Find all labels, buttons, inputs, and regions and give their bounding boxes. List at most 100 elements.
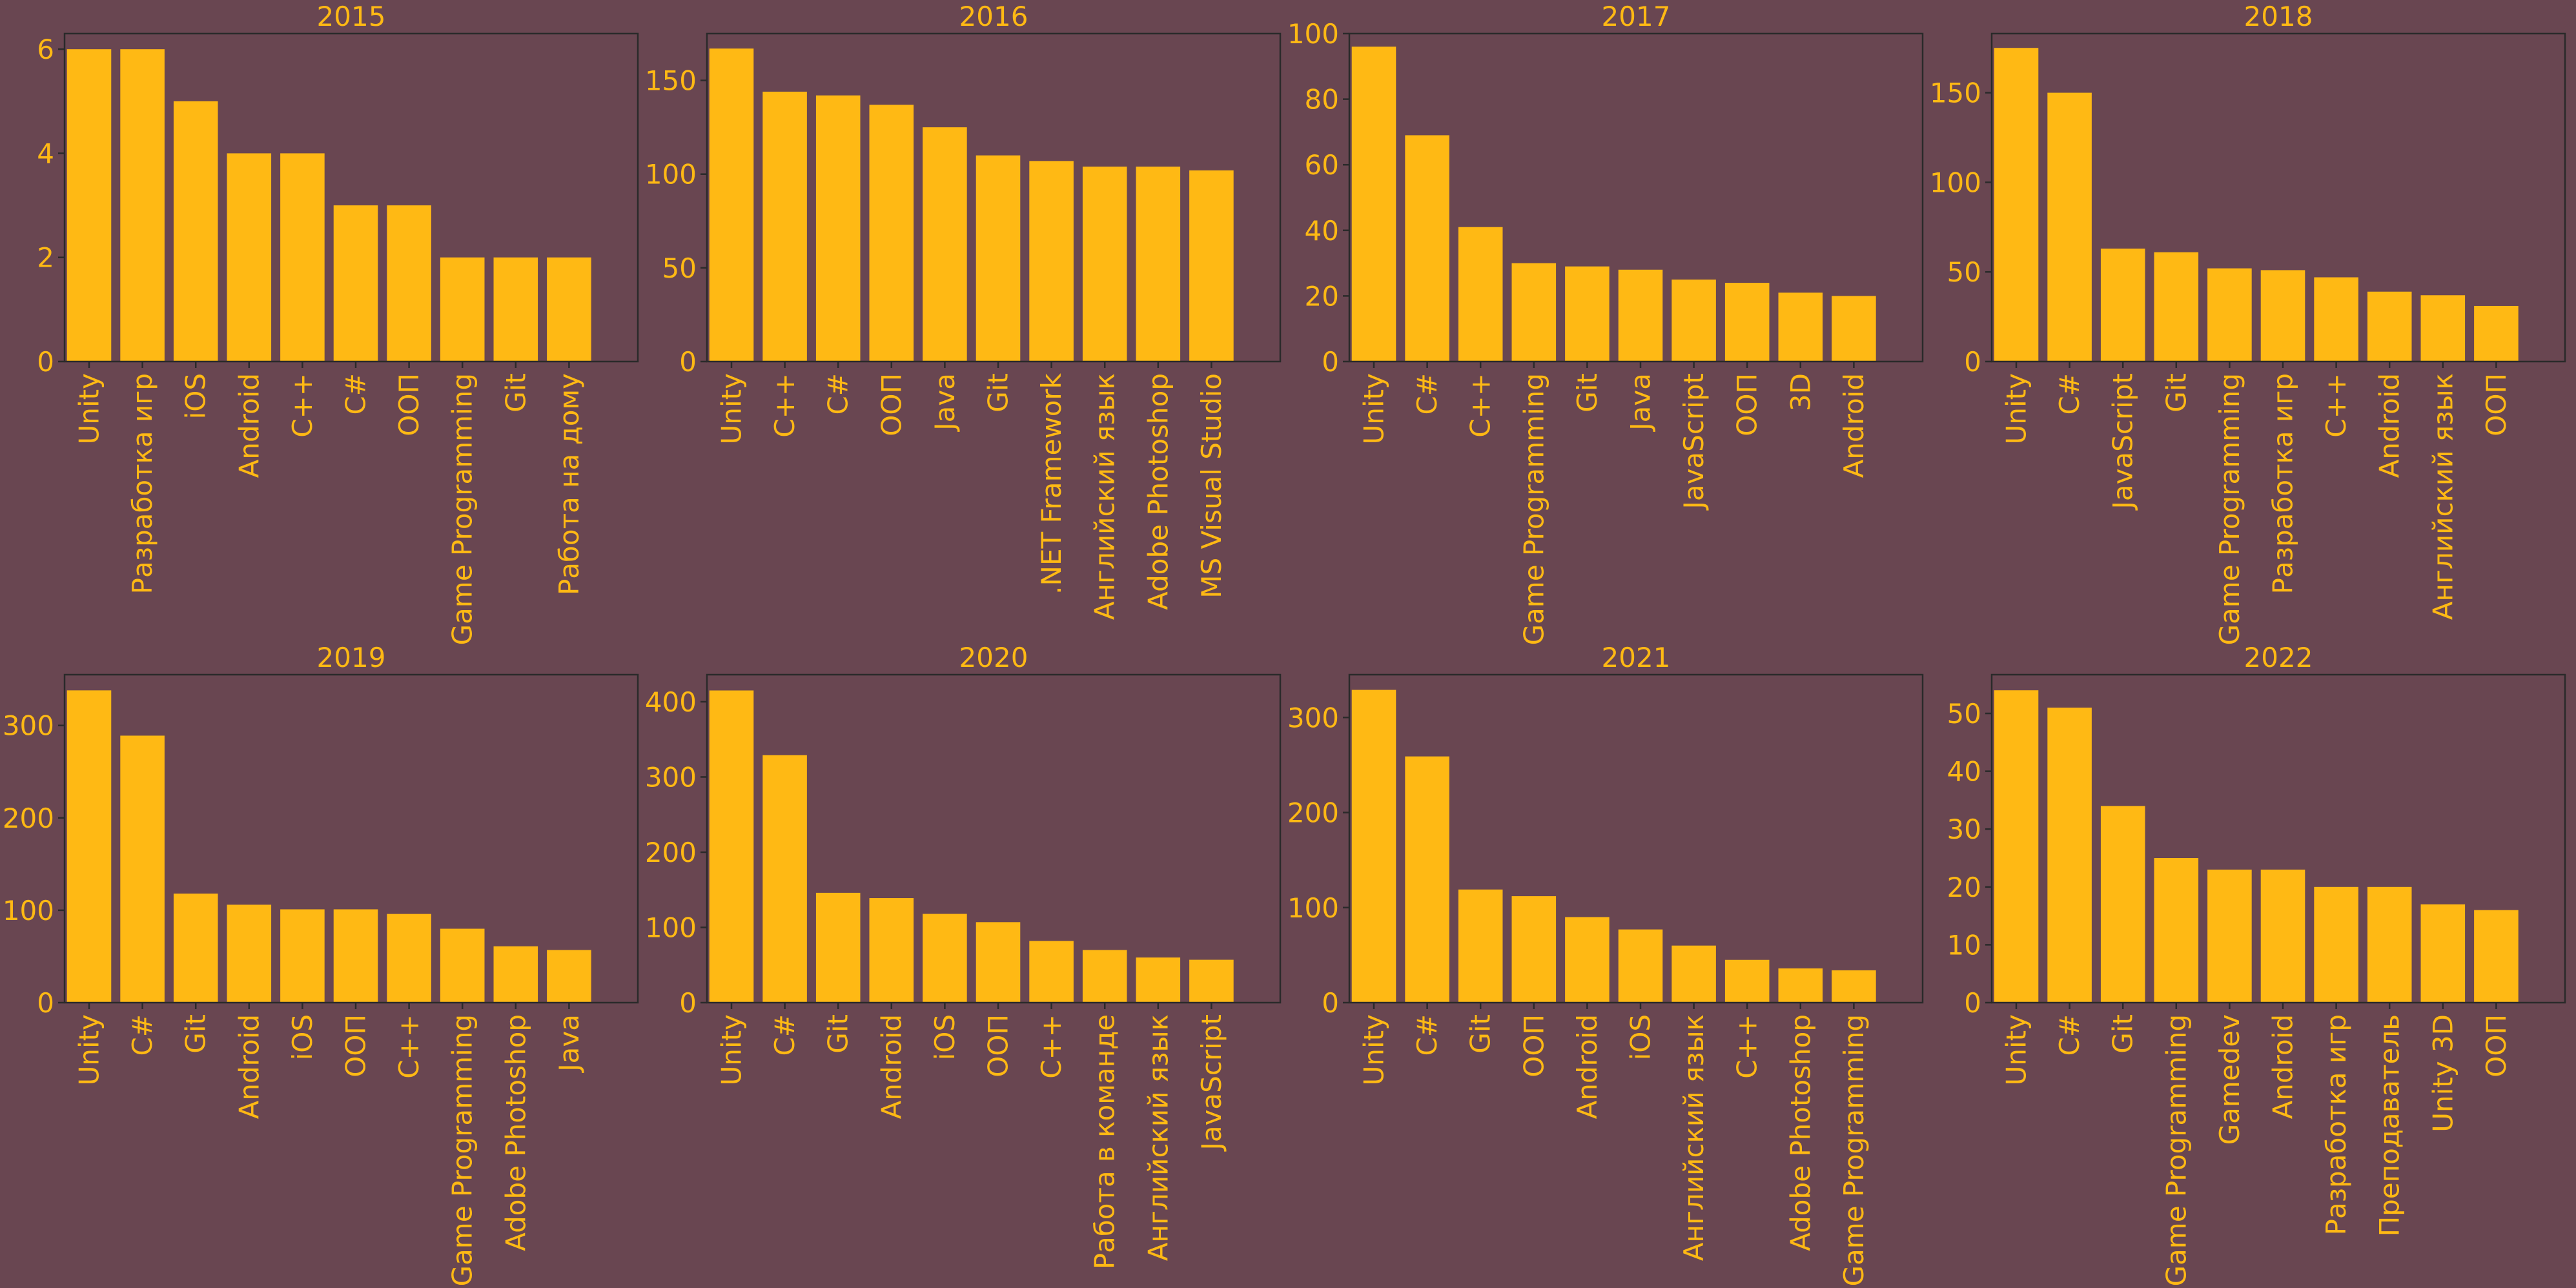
y-tick-label: 0 <box>1964 987 1981 1019</box>
y-tick-label: 150 <box>1930 77 1981 109</box>
bar <box>547 950 591 1003</box>
x-tick-label: C++ <box>287 373 318 438</box>
x-tick-label: C# <box>1411 1014 1443 1056</box>
y-tick-label: 50 <box>1947 698 1981 730</box>
bar <box>1618 929 1663 1003</box>
x-tick-label: Game Programming <box>2160 1014 2192 1285</box>
plot-frame <box>1348 32 1924 363</box>
bar <box>976 922 1021 1003</box>
bar <box>2314 886 2358 1003</box>
y-tick-label: 0 <box>679 987 697 1019</box>
x-tick-label: C++ <box>769 373 801 438</box>
y-tick-label: 0 <box>37 346 54 378</box>
x-tick-label: C# <box>2054 373 2085 415</box>
x-tick-label: Android <box>1571 1014 1603 1119</box>
chart-title: 2016 <box>959 1 1028 32</box>
bar <box>1351 46 1396 362</box>
plot-frame <box>706 32 1282 363</box>
bar <box>1189 959 1234 1003</box>
bar <box>709 48 754 362</box>
chart-title: 2017 <box>1602 1 1671 32</box>
x-tick-label: Java <box>1625 373 1657 433</box>
bar <box>709 690 754 1003</box>
plot-frame <box>1990 32 2566 363</box>
x-tick-label: Android <box>1838 373 1870 478</box>
x-tick-label: Game Programming <box>447 373 478 645</box>
x-tick-label: Game Programming <box>2214 373 2245 645</box>
x-tick-label: Git <box>1571 373 1603 413</box>
x-tick-label: Git <box>983 373 1014 413</box>
chart-panel-2016: 2016 0 50 100 150 Unity C++ C# ООП Java Git .NET Fr… <box>645 1 1282 620</box>
bar <box>1618 269 1663 362</box>
bar <box>227 153 272 362</box>
x-tick-label: C# <box>769 1014 801 1056</box>
bar <box>547 257 591 362</box>
bar <box>2260 270 2305 362</box>
bar <box>280 909 325 1003</box>
y-tick-label: 0 <box>1322 987 1339 1019</box>
bar <box>120 49 165 362</box>
x-tick-label: Git <box>2160 373 2192 413</box>
x-tick-label: ООП <box>1518 1014 1549 1078</box>
x-tick-label: Game Programming <box>1518 373 1549 645</box>
x-tick-label: Английский язык <box>1678 1014 1710 1261</box>
x-tick-label: iOS <box>1625 1014 1657 1060</box>
bar <box>1832 296 1876 362</box>
x-tick-label: Разработка игр <box>127 373 158 594</box>
x-tick-label: Преподаватель <box>2374 1014 2406 1236</box>
y-tick-label: 300 <box>645 761 697 793</box>
x-tick-label: Gamedev <box>2214 1014 2245 1145</box>
x-tick-label: C++ <box>1036 1014 1067 1079</box>
y-tick-label: 100 <box>3 895 54 926</box>
x-tick-label: Java <box>929 373 961 433</box>
x-tick-label: Adobe Photoshop <box>1142 373 1174 610</box>
y-tick-label: 20 <box>1305 280 1339 312</box>
x-tick-label: Английский язык <box>1142 1014 1174 1261</box>
chart-title: 2022 <box>2244 642 2313 673</box>
bar <box>1511 896 1557 1003</box>
bar <box>333 205 378 362</box>
bar <box>1778 968 1823 1003</box>
y-tick-label: 300 <box>1287 702 1339 733</box>
x-tick-label: Работа на дому <box>553 373 585 595</box>
bar <box>2207 869 2252 1003</box>
bar <box>1724 959 1770 1003</box>
x-tick-label: Unity <box>74 373 105 444</box>
x-tick-label: Unity <box>74 1014 105 1085</box>
x-tick-label: ООП <box>393 373 425 436</box>
x-tick-label: C# <box>1411 373 1443 415</box>
bar <box>1994 48 2039 362</box>
x-tick-label: ООП <box>983 1014 1014 1078</box>
bar <box>2367 291 2412 362</box>
x-tick-label: Unity <box>716 373 748 444</box>
bar <box>1994 690 2039 1003</box>
bar <box>387 205 431 362</box>
y-tick-label: 200 <box>1287 797 1339 829</box>
bar <box>1778 292 1823 362</box>
y-tick-label: 6 <box>37 34 54 65</box>
bar <box>762 755 807 1003</box>
bar <box>440 257 485 362</box>
y-tick-label: 200 <box>645 837 697 868</box>
plot-frame <box>706 673 1282 1004</box>
x-tick-label: Unity 3D <box>2427 1014 2458 1132</box>
y-tick-label: 50 <box>662 252 697 284</box>
x-tick-label: JavaScript <box>1196 1014 1227 1152</box>
bar <box>493 946 538 1003</box>
bar <box>120 735 165 1003</box>
bar <box>1458 227 1503 362</box>
x-tick-label: MS Visual Studio <box>1196 373 1227 598</box>
y-tick-label: 50 <box>1947 256 1981 288</box>
x-tick-label: Разработка игр <box>2267 373 2299 594</box>
bar <box>815 95 861 362</box>
bar <box>1458 889 1503 1003</box>
bar <box>2047 708 2092 1003</box>
x-tick-label: Unity <box>2001 373 2032 444</box>
x-tick-label: C# <box>340 373 372 415</box>
x-tick-label: Unity <box>716 1014 748 1085</box>
x-tick-label: C# <box>2054 1014 2085 1056</box>
bar <box>1671 280 1716 362</box>
chart-title: 2021 <box>1602 642 1671 673</box>
bar <box>2100 806 2145 1003</box>
